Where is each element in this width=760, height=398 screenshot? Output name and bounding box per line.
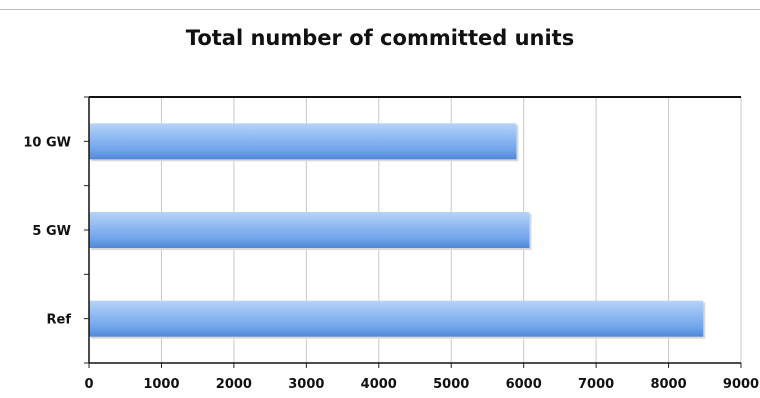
axes bbox=[84, 96, 742, 368]
x-tick-label: 4000 bbox=[361, 377, 397, 392]
x-tick-label: 6000 bbox=[506, 377, 542, 392]
x-tick-label: 2000 bbox=[216, 377, 252, 392]
bars bbox=[89, 123, 706, 339]
top-divider-line bbox=[0, 9, 760, 10]
x-tick-label: 1000 bbox=[143, 377, 179, 392]
bar bbox=[89, 212, 530, 248]
x-tick-label: 0 bbox=[84, 377, 93, 392]
x-tick-label: 3000 bbox=[288, 377, 324, 392]
category-label: 10 GW bbox=[23, 135, 71, 150]
x-tick-label: 5000 bbox=[433, 377, 469, 392]
x-tick-label: 7000 bbox=[578, 377, 614, 392]
bar bbox=[89, 123, 517, 160]
category-label: 5 GW bbox=[32, 224, 71, 239]
x-tick-label: 9000 bbox=[723, 377, 759, 392]
bar bbox=[89, 300, 704, 337]
x-tick-label: 8000 bbox=[650, 377, 686, 392]
axis-labels: 0 1000 2000 3000 4000 5000 6000 7000 8000 9000 10 … bbox=[23, 135, 759, 392]
chart-title: Total number of committed units bbox=[185, 26, 575, 50]
category-label: Ref bbox=[47, 313, 72, 328]
